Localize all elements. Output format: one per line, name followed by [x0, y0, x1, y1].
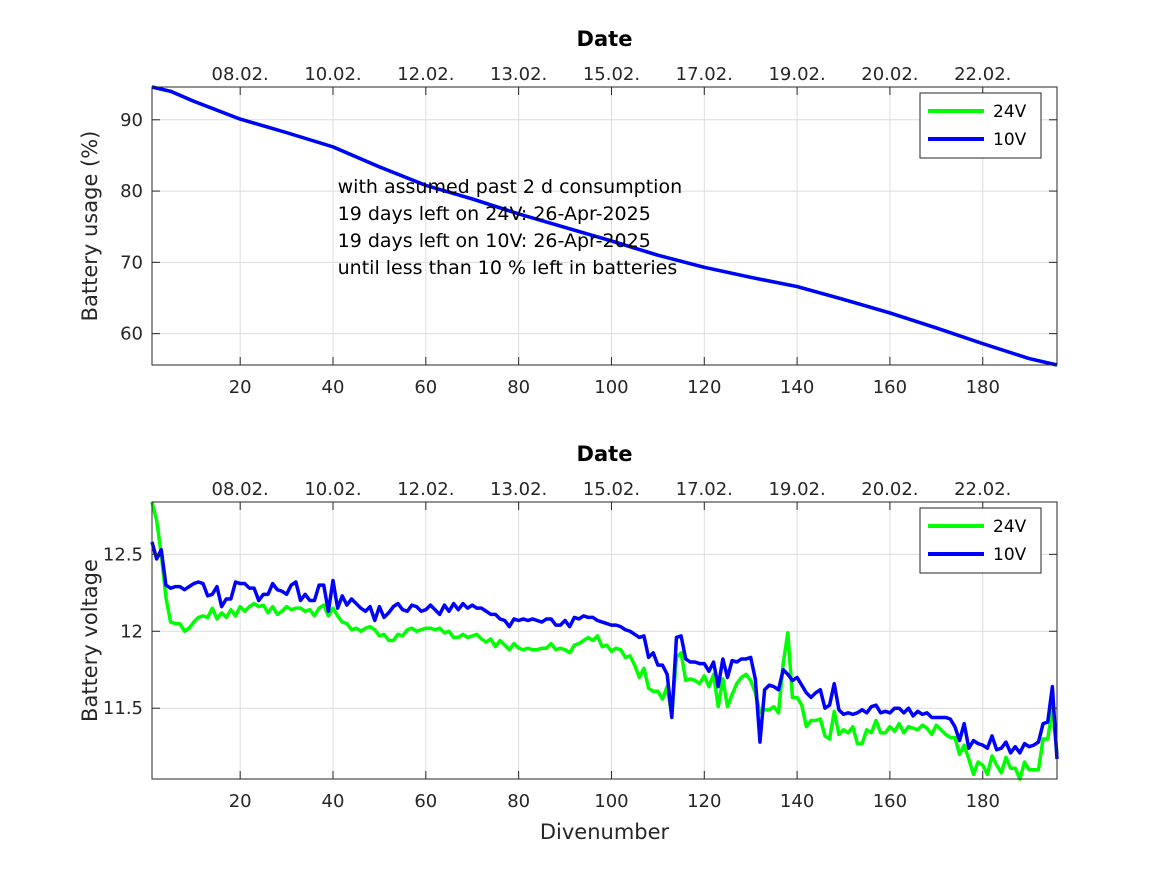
annotation-line: until less than 10 % left in batteries	[338, 257, 678, 279]
y-axis-label: Battery usage (%)	[78, 131, 102, 322]
x-tick-label: 120	[687, 377, 721, 398]
top-tick-label: 10.02.	[304, 64, 361, 85]
x-tick-label: 120	[687, 791, 721, 812]
x-tick-label: 160	[873, 791, 907, 812]
x-tick-label: 20	[229, 377, 252, 398]
plot-1: 20 40 60 80 100 120 140 160 180 08.02. 10.02. 12.02…	[78, 27, 1058, 398]
top-tick-label: 12.02.	[397, 479, 454, 500]
x-tick-label: 180	[966, 377, 1000, 398]
legend-label-10V: 10V	[993, 130, 1027, 150]
annotation-line: with assumed past 2 d consumption	[338, 176, 682, 198]
x-tick-label: 140	[780, 791, 814, 812]
axes-box	[151, 86, 1058, 366]
legend-label-24V: 24V	[993, 517, 1027, 537]
y-tick-label: 12	[120, 621, 143, 642]
y-tick-label: 70	[120, 252, 143, 273]
annotation-line: 19 days left on 10V: 26-Apr-2025	[338, 230, 651, 252]
plot-2: 20 40 60 80 100 120 140 160 180 08.02. 10.02. 12.02…	[78, 442, 1059, 844]
x-tick-label: 140	[780, 377, 814, 398]
top-tick-label: 08.02.	[212, 64, 269, 85]
top-tick-label: 17.02.	[676, 64, 733, 85]
top-tick-label: 19.02.	[768, 479, 825, 500]
top-tick-label: 10.02.	[304, 479, 361, 500]
x-tick-label: 160	[873, 377, 907, 398]
y-tick-label: 60	[120, 324, 143, 345]
legend-label-10V: 10V	[993, 545, 1027, 565]
legend-box	[919, 507, 1042, 574]
x-tick-label: 180	[966, 791, 1000, 812]
top-tick-label: 15.02.	[583, 64, 640, 85]
top-axis-title: Date	[577, 27, 633, 51]
y-tick-label: 90	[120, 110, 143, 131]
top-axis-title: Date	[577, 442, 633, 466]
top-tick-label: 20.02.	[861, 64, 918, 85]
top-tick-label: 22.02.	[954, 479, 1011, 500]
x-tick-label: 80	[507, 791, 530, 812]
x-axis-label: Divenumber	[540, 820, 670, 844]
top-tick-label: 15.02.	[583, 479, 640, 500]
series-line-10V	[151, 85, 1058, 367]
x-tick-label: 100	[594, 377, 628, 398]
x-tick-label: 40	[322, 791, 345, 812]
legend-label-24V: 24V	[993, 102, 1027, 122]
legend-box	[919, 92, 1042, 159]
y-tick-label: 12.5	[103, 544, 143, 565]
series-line-24V	[150, 501, 1059, 781]
top-tick-label: 19.02.	[768, 64, 825, 85]
top-tick-label: 13.02.	[490, 479, 547, 500]
y-tick-label: 11.5	[103, 698, 143, 719]
top-tick-label: 08.02.	[212, 479, 269, 500]
x-tick-label: 40	[322, 377, 345, 398]
y-axis-label: Battery voltage	[78, 559, 102, 722]
annotation-line: 19 days left on 24V: 26-Apr-2025	[338, 203, 651, 225]
x-tick-label: 100	[594, 791, 628, 812]
axes-box	[151, 501, 1058, 780]
y-tick-label: 80	[120, 181, 143, 202]
top-tick-label: 13.02.	[490, 64, 547, 85]
top-tick-label: 20.02.	[861, 479, 918, 500]
x-tick-label: 60	[414, 791, 437, 812]
series-line-10V	[150, 541, 1059, 760]
x-tick-label: 60	[414, 377, 437, 398]
top-tick-label: 12.02.	[397, 64, 454, 85]
x-tick-label: 80	[507, 377, 530, 398]
plot-area	[152, 502, 1057, 779]
top-tick-label: 17.02.	[676, 479, 733, 500]
top-tick-label: 22.02.	[954, 64, 1011, 85]
x-tick-label: 20	[229, 791, 252, 812]
